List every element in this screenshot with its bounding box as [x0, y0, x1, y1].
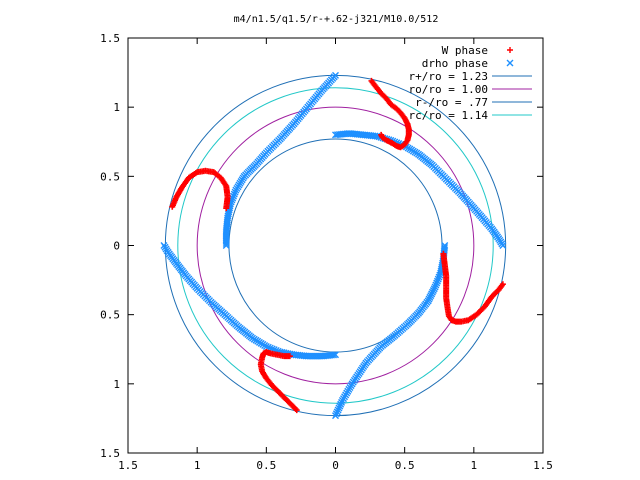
x-tick-label-4: 0.5 [395, 459, 415, 472]
drho-point-202 [335, 404, 343, 412]
axes: 1.5 1 0.5 0 0.5 1 1.51.510.500.511.5 [100, 32, 553, 472]
x-tick-label-6: 1.5 [533, 459, 553, 472]
legend-label-3: ro/ro = 1.00 [409, 83, 488, 96]
drho-point-339 [230, 192, 238, 200]
circle-2 [228, 138, 443, 353]
y-tick-label-1: 1 [113, 101, 120, 114]
x-tick-label-3: 0 [332, 459, 339, 472]
drho-point-124 [432, 281, 440, 289]
legend-label-1: drho phase [422, 57, 488, 70]
w-point-151 [378, 131, 385, 138]
x-tick-label-1: 1 [194, 459, 201, 472]
drho-point-119 [436, 271, 444, 279]
y-tick-label-2: 0.5 [100, 170, 120, 183]
w-point-213 [169, 203, 176, 210]
drho-point-203 [334, 406, 342, 414]
drho-point-120 [435, 273, 443, 281]
y-tick-label-4: 0.5 [100, 309, 120, 322]
legend-marker-0 [507, 47, 513, 53]
drho-point-199 [338, 398, 346, 406]
drho-point-205 [332, 410, 340, 418]
circle-1 [196, 106, 475, 385]
legend-label-5: rc/ro = 1.14 [409, 109, 489, 122]
y-tick-label-6: 1.5 [100, 447, 120, 460]
legend-label-4: r-/ro = .77 [415, 96, 488, 109]
circle-3 [177, 87, 494, 404]
drho-point-122 [433, 277, 441, 285]
drho-point-201 [336, 402, 344, 410]
drho-point-415 [332, 71, 339, 79]
legend-marker-1 [506, 59, 514, 67]
drho-point-341 [231, 188, 239, 196]
drho-point-206 [332, 412, 339, 420]
y-tick-label-0: 1.5 [100, 32, 120, 45]
drho-point-313 [160, 242, 168, 249]
data-marks [160, 71, 507, 420]
reference-circles [164, 74, 507, 417]
y-tick-label-3: 0 [113, 240, 120, 253]
drho-point-103 [499, 242, 507, 249]
legend-label-0: W phase [442, 44, 488, 57]
drho-point-121 [434, 275, 442, 283]
drho-point-123 [433, 279, 441, 287]
x-tick-label-2: 0.5 [256, 459, 276, 472]
chart-title: m4/n1.5/q1.5/r-+.62-j321/M10.0/512 [234, 14, 439, 25]
w-point-83 [499, 281, 506, 288]
circle-0 [164, 74, 507, 417]
legend-label-2: r+/ro = 1.23 [409, 70, 488, 83]
x-tick-label-0: 1.5 [118, 459, 138, 472]
y-tick-label-5: 1 [113, 378, 120, 391]
drho-point-340 [230, 190, 238, 198]
drho-point-338 [229, 194, 237, 202]
drho-point-204 [333, 408, 341, 416]
w-point-274 [286, 353, 293, 360]
drho-point-200 [337, 400, 345, 408]
drho-point-198 [338, 396, 346, 404]
x-tick-label-5: 1 [471, 459, 478, 472]
